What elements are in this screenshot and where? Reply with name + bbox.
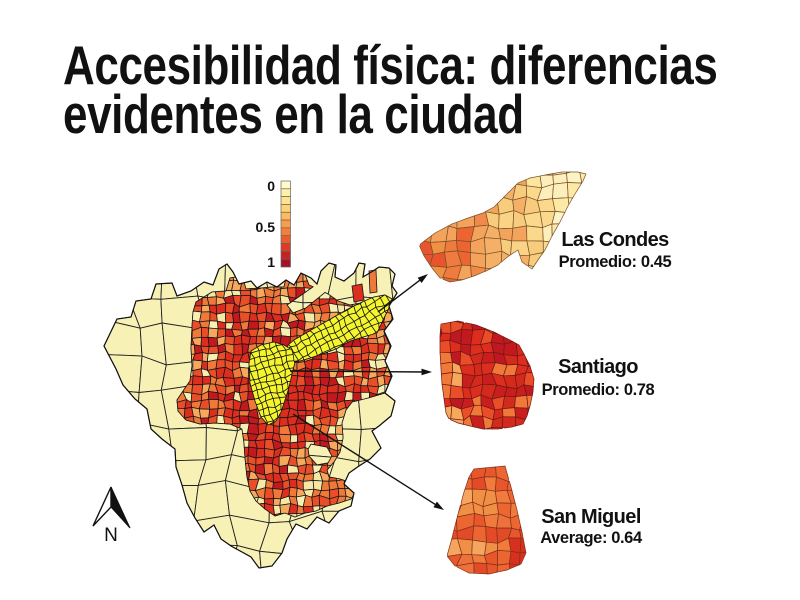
svg-text:N: N [104,525,118,546]
svg-text:0.5: 0.5 [256,219,276,235]
svg-text:0: 0 [267,178,275,194]
svg-text:Promedio: 0.78: Promedio: 0.78 [542,381,655,399]
svg-text:1: 1 [267,254,275,270]
svg-text:San Miguel: San Miguel [541,506,641,528]
svg-text:Average: 0.64: Average: 0.64 [540,529,643,547]
svg-text:Las Condes: Las Condes [561,229,669,251]
svg-text:Santiago: Santiago [558,356,638,378]
svg-text:Promedio: 0.45: Promedio: 0.45 [559,253,672,271]
